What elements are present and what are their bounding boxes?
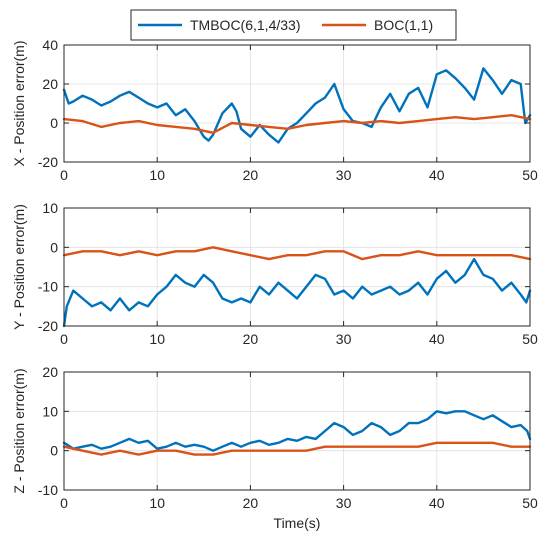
axes-box — [63, 371, 531, 491]
x-tick-label: 10 — [149, 331, 165, 347]
x-tick-label: 30 — [336, 495, 352, 511]
x-axis-label: Time(s) — [274, 515, 321, 531]
y-tick-label: 40 — [42, 37, 58, 53]
x-tick-label: 50 — [522, 495, 538, 511]
legend-box — [130, 9, 457, 41]
y-tick-label: 10 — [42, 200, 58, 216]
y-tick-label: -10 — [38, 279, 58, 295]
y-tick-label: 20 — [42, 76, 58, 92]
x-tick-label: 0 — [60, 331, 68, 347]
x-tick-label: 10 — [149, 167, 165, 183]
x-tick-label: 20 — [243, 167, 259, 183]
y-tick-label: 0 — [50, 115, 58, 131]
plot-area — [63, 371, 531, 491]
series-line-boc — [62, 441, 532, 456]
x-tick-label: 40 — [429, 167, 445, 183]
plot-area — [63, 44, 531, 163]
x-tick-label: 0 — [60, 495, 68, 511]
x-tick-label: 10 — [149, 495, 165, 511]
axes-box — [63, 44, 531, 163]
x-tick-label: 40 — [429, 495, 445, 511]
series-line-tmboc — [62, 410, 532, 452]
legend-label: TMBOC(6,1,4/33) — [190, 17, 300, 33]
x-tick-label: 0 — [60, 167, 68, 183]
x-tick-label: 30 — [336, 331, 352, 347]
x-tick-label: 50 — [522, 167, 538, 183]
legend: TMBOC(6,1,4/33) BOC(1,1) — [130, 9, 457, 41]
y-tick-label: 20 — [42, 364, 58, 380]
axes-box — [63, 207, 531, 327]
series-line-tmboc — [62, 257, 532, 328]
subplot-2: -20 -10 0 10 0 10 20 30 40 50 Y - Position error(m… — [11, 200, 538, 347]
y-tick-label: 10 — [42, 403, 58, 419]
y-tick-label: 0 — [50, 443, 58, 459]
x-tick-label: 20 — [243, 495, 259, 511]
x-tick-label: 40 — [429, 331, 445, 347]
series-line-boc — [62, 246, 532, 261]
y-axis-label: X - Position error(m) — [11, 40, 27, 166]
plot-area — [63, 207, 531, 327]
y-tick-label: -10 — [38, 482, 58, 498]
x-tick-label: 30 — [336, 167, 352, 183]
series-line-boc — [62, 114, 532, 134]
y-axis-label: Z - Position error(m) — [11, 368, 27, 493]
x-tick-label: 20 — [243, 331, 259, 347]
y-axis-label: Y - Position error(m) — [11, 204, 27, 330]
legend-label: BOC(1,1) — [374, 17, 433, 33]
y-tick-label: -20 — [38, 318, 58, 334]
y-tick-label: 0 — [50, 239, 58, 255]
y-tick-label: -20 — [38, 154, 58, 170]
x-tick-label: 50 — [522, 331, 538, 347]
